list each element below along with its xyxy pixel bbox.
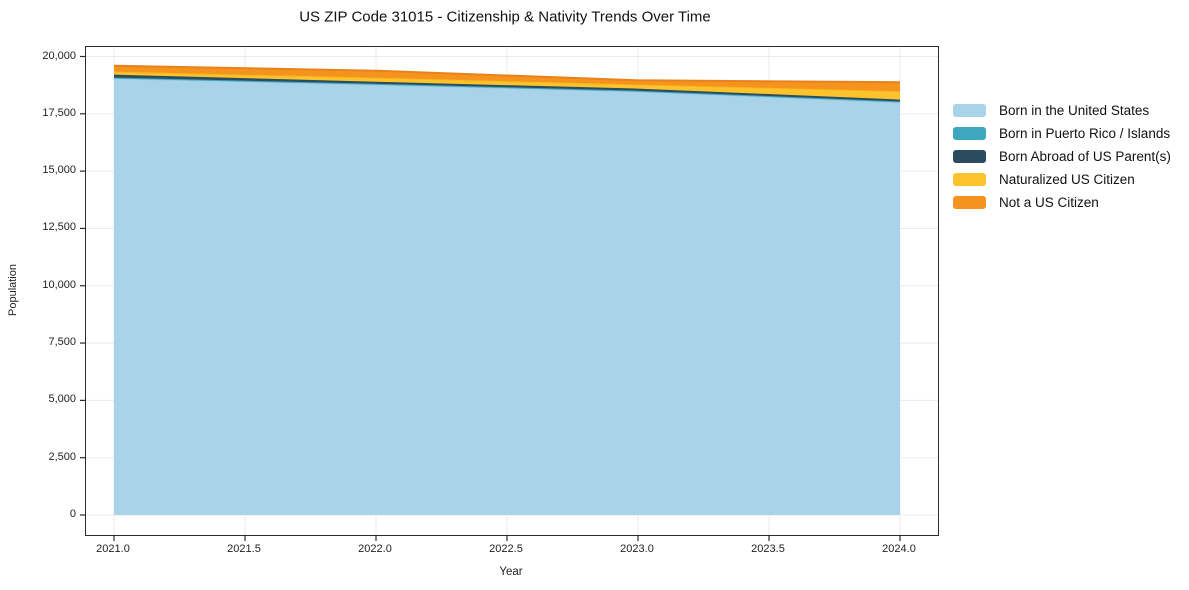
plot-area [80,46,939,541]
legend-label: Naturalized US Citizen [999,171,1135,187]
x-tick-label: 2023.0 [620,543,654,555]
y-tick-label: 10,000 [42,278,76,291]
legend-item: Born in the United States [953,102,1171,118]
legend-swatch-icon [953,149,986,163]
x-tick-label: 2024.0 [882,543,916,555]
legend-item: Born in Puerto Rico / Islands [953,125,1171,141]
legend-item: Not a US Citizen [953,194,1171,210]
legend-swatch-icon [953,195,986,209]
x-tick-label: 2021.5 [227,543,261,555]
legend-swatch-icon [953,172,986,186]
y-tick-label: 5,000 [48,393,76,406]
chart-title: US ZIP Code 31015 - Citizenship & Nativi… [299,8,711,26]
x-tick-label: 2022.5 [489,543,523,555]
legend-swatch-icon [953,103,986,117]
area-naturalized-us-citizen [114,71,900,100]
x-tick-label: 2023.5 [751,543,785,555]
area-born-abroad-of-us-parent-s- [114,74,900,102]
stacked-area-chart [80,47,938,541]
area-born-in-the-united-states [114,78,900,516]
y-tick-label: 17,500 [42,106,76,119]
legend-item: Born Abroad of US Parent(s) [953,148,1171,164]
legend-swatch-icon [953,126,986,140]
x-tick-label: 2022.0 [358,543,392,555]
area-not-a-us-citizen [114,65,900,92]
y-tick-label: 0 [69,508,76,520]
x-axis-label: Year [499,566,523,578]
legend-item: Naturalized US Citizen [953,171,1171,187]
legend-label: Born in the United States [999,102,1150,118]
legend-label: Born Abroad of US Parent(s) [999,148,1171,164]
legend-label: Not a US Citizen [999,194,1099,210]
y-tick-label: 7,500 [48,336,76,349]
legend-label: Born in Puerto Rico / Islands [999,125,1171,141]
y-tick-label: 20,000 [42,49,76,62]
legend: Born in the United States Born in Puerto … [953,102,1171,210]
y-tick-label: 12,500 [42,221,76,234]
y-tick-label: 15,000 [42,164,76,177]
x-tick-label: 2021.0 [96,543,130,555]
y-tick-label: 2,500 [48,450,76,463]
edge-not-a-us-citizen [113,64,901,84]
